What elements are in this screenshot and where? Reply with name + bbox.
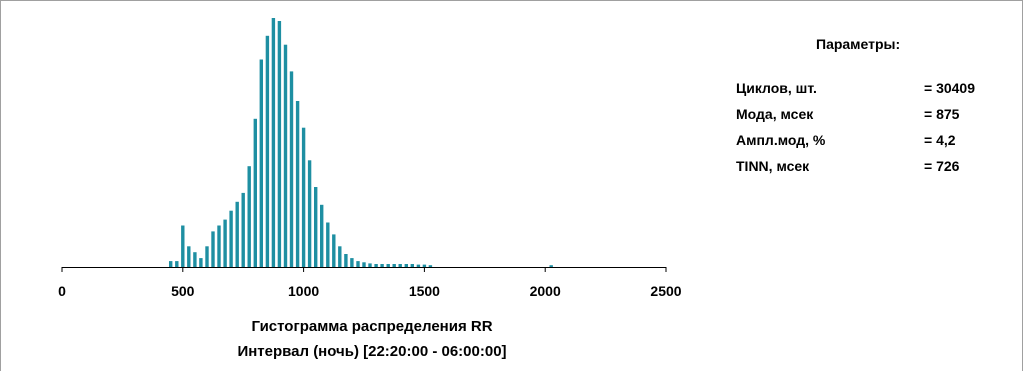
histogram-bar [241,192,245,267]
parameter-value: = 4,2 [924,132,956,148]
histogram-bar [223,219,227,267]
histogram-bar [392,264,396,267]
x-tick-label: 0 [58,283,66,299]
histogram-bar [428,265,433,267]
histogram-bar [374,264,378,267]
histogram-bar [265,35,270,267]
x-tick-label: 1500 [409,283,440,299]
histogram-bar [199,258,203,267]
parameter-label: Циклов, шт. [736,80,817,96]
histogram-bars [169,18,553,268]
histogram-bar [368,263,372,267]
histogram-bar [271,18,276,267]
histogram-bar [422,264,427,267]
histogram-bar [326,222,330,267]
histogram-bar [211,231,215,267]
parameters-title: Параметры: [816,36,901,52]
parameter-label: Ампл.мод, % [736,132,826,148]
histogram-bar [320,204,324,268]
histogram-bar [410,264,414,267]
parameter-value: = 30409 [924,80,975,96]
parameter-label: Мода, мсек [736,106,814,122]
histogram-bar [404,264,408,267]
histogram-bar [380,264,384,267]
parameter-value: = 726 [924,158,960,174]
histogram-bar [229,210,233,267]
histogram-bar [549,265,553,267]
histogram-bar [301,127,306,267]
histogram-bar [314,187,318,267]
histogram-bar [338,246,342,268]
histogram-bar [332,234,336,267]
x-tick-label: 500 [171,283,195,299]
x-tick-label: 1000 [288,283,319,299]
histogram-bar [193,252,197,267]
histogram-bar [356,261,360,267]
histogram-bar [362,262,366,267]
histogram-bar [350,258,354,267]
parameter-value: = 875 [924,106,960,122]
histogram-bar [295,101,300,267]
x-axis-ticks: 0 500 1000 1500 2000 2500 [58,267,682,299]
histogram-bar [307,160,312,267]
histogram-bar [235,201,239,267]
x-tick-label: 2500 [650,283,681,299]
x-tick-label: 2000 [530,283,561,299]
histogram-bar [253,118,257,267]
histogram-bar [386,264,390,267]
chart-title: Гистограмма распределения RR [251,318,492,335]
histogram-bar [283,44,288,268]
histogram-bar [416,264,421,267]
parameter-label: TINN, мсек [736,158,810,174]
histogram-bar [259,59,263,267]
histogram-bar [398,264,402,267]
histogram-bar [247,166,251,267]
histogram-bar [187,246,191,268]
histogram-bar [217,225,221,267]
histogram-bar [289,71,294,268]
histogram-bar [344,254,348,267]
histogram-bar [175,261,179,267]
chart-subtitle: Интервал (ночь) [22:20:00 - 06:00:00] [237,343,506,360]
histogram-bar [181,225,185,267]
histogram-bar [277,21,282,267]
histogram-bar [205,246,209,268]
histogram-bar [169,261,173,267]
